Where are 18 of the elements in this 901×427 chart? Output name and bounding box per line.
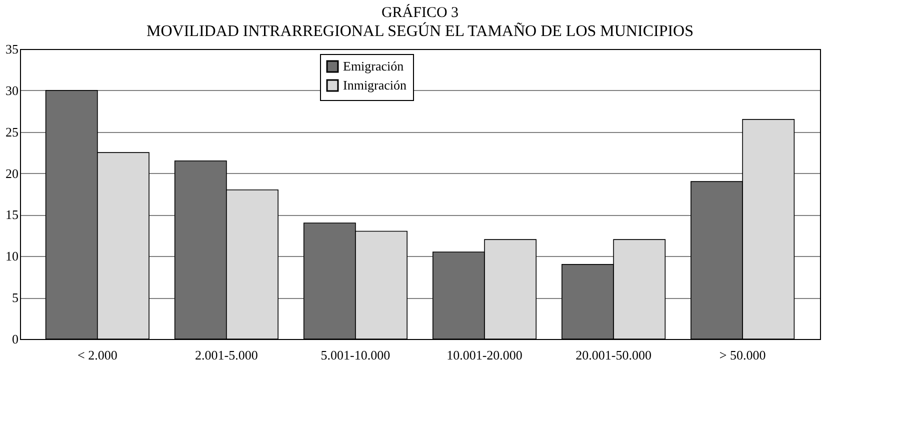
chart-title: GRÁFICO 3 — [381, 4, 459, 21]
y-tick-label: 0 — [12, 332, 18, 346]
x-tick-label: > 50.000 — [719, 348, 766, 362]
legend-label: Emigración — [343, 58, 404, 74]
y-tick-label: 5 — [12, 290, 18, 306]
y-tick-label: 20 — [6, 166, 18, 181]
x-tick-label: 10.001-20.000 — [446, 348, 522, 362]
x-tick-label: < 2.000 — [77, 348, 118, 362]
y-tick-label: 10 — [6, 248, 18, 264]
x-tick-label: 2.001-5.000 — [195, 348, 258, 362]
x-tick-label: 20.001-50.000 — [576, 348, 652, 362]
y-tick-label: 30 — [6, 82, 18, 98]
legend-label: Inmigración — [343, 78, 408, 92]
x-tick-label: 5.001-10.000 — [320, 348, 390, 362]
y-tick-label: 35 — [6, 42, 18, 56]
chart-subtitle: MOVILIDAD INTRARREGIONAL SEGÚN EL TAMAÑO DE LOS MUNICIPIOS — [146, 22, 694, 40]
y-tick-label: 25 — [6, 124, 18, 140]
y-tick-label: 15 — [6, 207, 18, 222]
